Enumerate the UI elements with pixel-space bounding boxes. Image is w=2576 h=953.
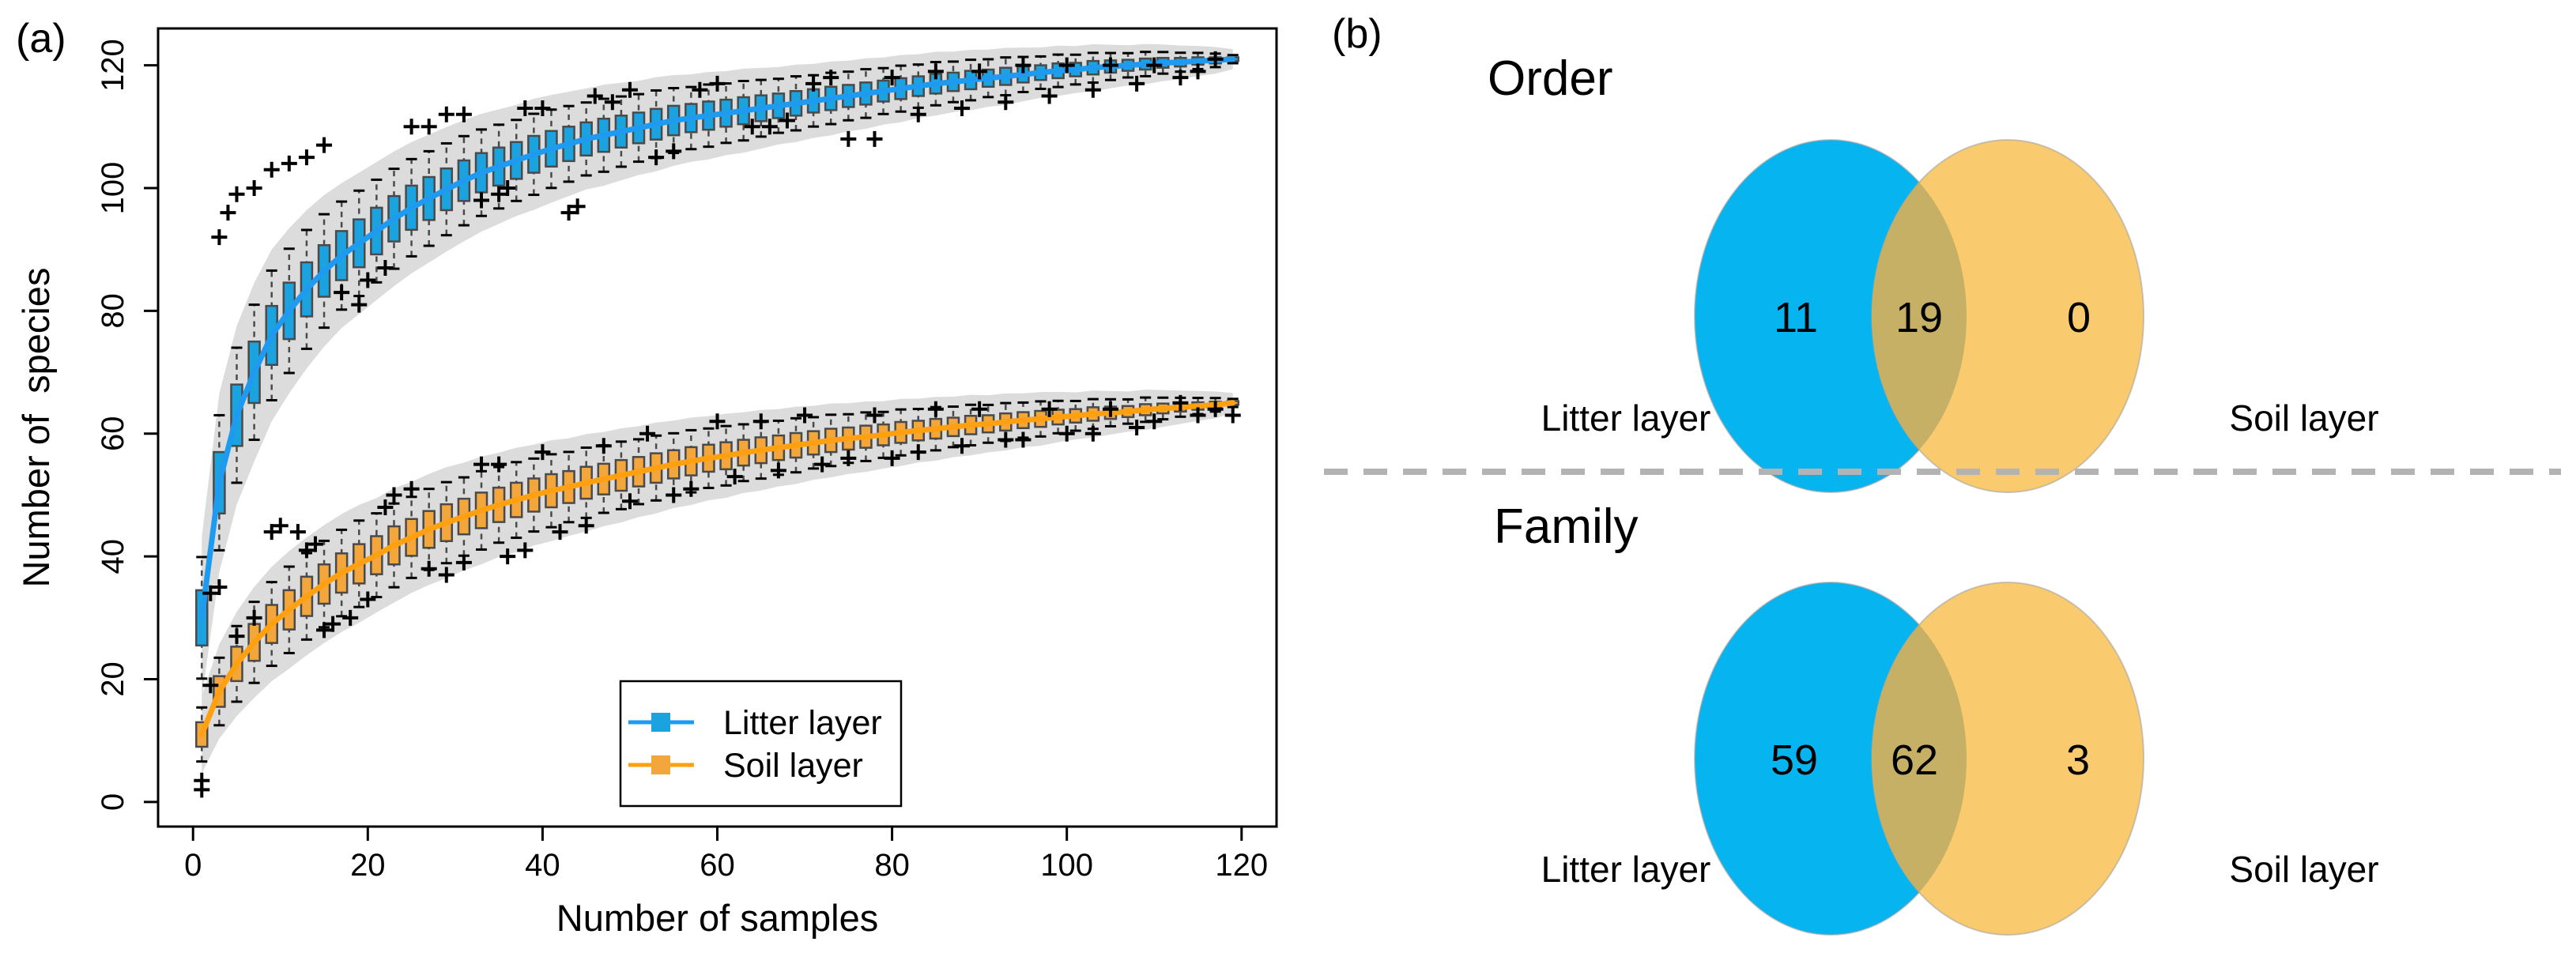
legend-label-0: Litter layer xyxy=(723,704,882,742)
svg-text:120: 120 xyxy=(1215,848,1268,883)
svg-text:60: 60 xyxy=(96,416,130,452)
legend: Litter layer Soil layer xyxy=(619,680,903,808)
x-axis: 0 20 40 60 80 100 120 Number of samples xyxy=(184,827,1268,939)
svg-text:40: 40 xyxy=(96,539,130,574)
svg-text:40: 40 xyxy=(525,848,560,883)
venn-order: Order 11 19 0 Litter layer Soil layer xyxy=(1488,51,2379,493)
venn-family-litter-count: 59 xyxy=(1771,736,1818,784)
venn-order-litter-label: Litter layer xyxy=(1541,397,1711,439)
median-line-series-1 xyxy=(198,400,1236,737)
venn-panel: (b) Order 11 19 0 Litter layer Soil laye… xyxy=(1324,11,2561,936)
legend-marker-0 xyxy=(651,713,670,732)
venn-family-overlap-region xyxy=(1872,582,1967,935)
svg-text:20: 20 xyxy=(350,848,386,883)
venn-order-overlap-count: 19 xyxy=(1895,294,1943,341)
median-line-series-0 xyxy=(198,56,1236,621)
venn-order-soil-label: Soil layer xyxy=(2229,397,2378,439)
confidence-bands xyxy=(202,43,1233,774)
venn-family-overlap-count: 62 xyxy=(1891,736,1938,784)
svg-text:80: 80 xyxy=(96,293,130,329)
venn-order-litter-count: 11 xyxy=(1774,294,1818,341)
svg-text:100: 100 xyxy=(96,162,130,215)
panel-b-label: (b) xyxy=(1332,11,1382,57)
venn-order-title: Order xyxy=(1488,51,1612,106)
outliers-series-0 xyxy=(202,51,1224,601)
venn-family-soil-label: Soil layer xyxy=(2229,849,2378,890)
svg-text:120: 120 xyxy=(96,39,130,92)
band-series-1 xyxy=(202,390,1233,774)
venn-order-overlap-region xyxy=(1872,140,1967,492)
y-axis: 0 20 40 60 80 100 120 Number of species xyxy=(15,39,158,811)
panel-a-label: (a) xyxy=(16,16,66,62)
svg-text:20: 20 xyxy=(96,661,130,697)
svg-text:0: 0 xyxy=(184,848,202,883)
venn-family-soil-count: 3 xyxy=(2066,736,2090,784)
legend-marker-1 xyxy=(651,755,670,774)
venn-family-title: Family xyxy=(1494,499,1639,554)
species-accumulation-chart: 0 20 40 60 80 100 120 Number of samples 0 20 40 60 8… xyxy=(15,16,1278,939)
svg-text:80: 80 xyxy=(874,848,910,883)
svg-text:0: 0 xyxy=(96,793,130,811)
outliers-series-1 xyxy=(194,394,1241,798)
legend-label-1: Soil layer xyxy=(723,747,863,785)
svg-text:100: 100 xyxy=(1040,848,1093,883)
y-axis-title: Number of species xyxy=(15,268,57,588)
x-axis-title: Number of samples xyxy=(556,897,879,939)
band-series-0 xyxy=(202,43,1233,699)
venn-order-soil-count: 0 xyxy=(2067,294,2091,341)
venn-family: Family 59 62 3 Litter layer Soil layer xyxy=(1494,499,2379,936)
svg-text:60: 60 xyxy=(700,848,735,883)
venn-family-litter-label: Litter layer xyxy=(1541,849,1711,890)
